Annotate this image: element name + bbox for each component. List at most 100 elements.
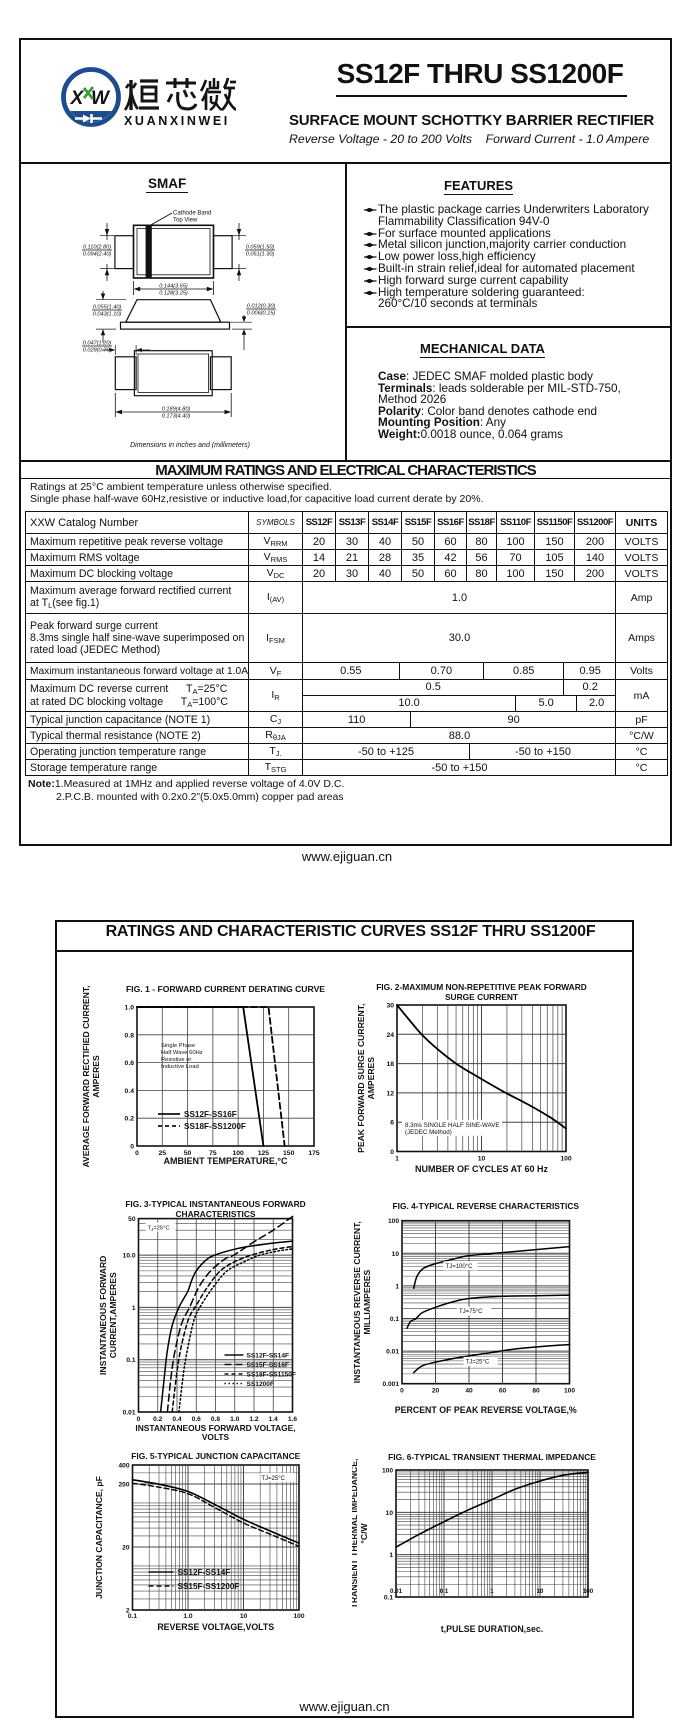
- svg-text:0.1: 0.1: [440, 1588, 449, 1595]
- svg-text:SS12F-SS14F: SS12F-SS14F: [247, 1353, 290, 1360]
- svg-text:100: 100: [293, 1613, 304, 1620]
- svg-text:CURRENT,AMPERES: CURRENT,AMPERES: [108, 1272, 118, 1358]
- svg-text:SURGE CURRENT: SURGE CURRENT: [445, 992, 519, 1002]
- svg-text:0: 0: [390, 1149, 394, 1156]
- svg-text:0.6: 0.6: [192, 1416, 201, 1423]
- svg-text:100: 100: [382, 1468, 393, 1475]
- svg-text:24: 24: [386, 1032, 394, 1039]
- svg-text:0.028(0.70): 0.028(0.70): [83, 348, 112, 354]
- svg-text:REVERSE VOLTAGE,VOLTS: REVERSE VOLTAGE,VOLTS: [157, 1622, 274, 1632]
- svg-text:SS15F-SS16F: SS15F-SS16F: [247, 1362, 290, 1369]
- svg-text:INSTANTANEOUS FORWARD: INSTANTANEOUS FORWARD: [98, 1256, 108, 1375]
- svg-text:0.001: 0.001: [382, 1381, 399, 1388]
- svg-text:100: 100: [560, 1156, 572, 1163]
- svg-text:FIG. 3-TYPICAL INSTANTANEOUS F: FIG. 3-TYPICAL INSTANTANEOUS FORWARD: [125, 1199, 305, 1209]
- svg-text:10.0: 10.0: [123, 1253, 136, 1260]
- svg-text:0.128(3.25): 0.128(3.25): [159, 291, 188, 297]
- svg-text:Resistive or: Resistive or: [161, 1057, 191, 1063]
- svg-text:1.0: 1.0: [183, 1613, 192, 1620]
- svg-text:0.110(2.80): 0.110(2.80): [83, 245, 111, 251]
- svg-text:(JEDEC Method): (JEDEC Method): [405, 1129, 452, 1136]
- svg-text:PERCENT OF PEAK REVERSE VOLTAG: PERCENT OF PEAK REVERSE VOLTAGE,%: [395, 1405, 577, 1415]
- svg-text:1.2: 1.2: [249, 1416, 258, 1423]
- svg-text:0.173(4.40): 0.173(4.40): [162, 414, 191, 420]
- svg-text:0.144(3.65): 0.144(3.65): [159, 284, 188, 290]
- svg-text:75: 75: [209, 1150, 217, 1157]
- svg-text:0: 0: [137, 1416, 141, 1423]
- svg-text:12: 12: [386, 1090, 394, 1097]
- svg-text:200: 200: [118, 1481, 129, 1488]
- svg-text:30: 30: [386, 1003, 394, 1010]
- svg-text:10: 10: [240, 1613, 248, 1620]
- svg-text:Single Phase: Single Phase: [161, 1043, 195, 1049]
- svg-text:SS18F-SS1150F: SS18F-SS1150F: [247, 1372, 296, 1379]
- svg-text:FIG. 4-TYPICAL REVERSE CHARACT: FIG. 4-TYPICAL REVERSE CHARACTERISTICS: [393, 1201, 580, 1211]
- svg-text:1.0: 1.0: [230, 1416, 239, 1423]
- svg-text:W: W: [91, 88, 111, 109]
- svg-text:0.189(4.80): 0.189(4.80): [162, 407, 191, 413]
- svg-text:0.1: 0.1: [128, 1613, 137, 1620]
- svg-text:0.8: 0.8: [211, 1416, 220, 1423]
- svg-text:FIG. 5-TYPICAL JUNCTION CAPACI: FIG. 5-TYPICAL JUNCTION CAPACITANCE: [131, 1451, 300, 1461]
- svg-text:150: 150: [283, 1150, 295, 1157]
- svg-text:0.1: 0.1: [390, 1316, 399, 1323]
- svg-text:JUNCTION CAPACITANCE, pF: JUNCTION CAPACITANCE, pF: [94, 1476, 104, 1599]
- svg-text:50: 50: [184, 1150, 192, 1157]
- svg-text:100: 100: [564, 1388, 575, 1395]
- svg-text:100: 100: [583, 1588, 594, 1595]
- svg-text:18: 18: [386, 1061, 394, 1068]
- svg-text:AVERAGE FORWARD RECTIFIED CURR: AVERAGE FORWARD RECTIFIED CURRENT,: [81, 985, 91, 1167]
- svg-text:VOLTS: VOLTS: [202, 1432, 230, 1442]
- svg-text:6: 6: [390, 1120, 394, 1127]
- svg-text:Inductive Load: Inductive Load: [161, 1064, 199, 1070]
- svg-text:25: 25: [159, 1150, 167, 1157]
- svg-text:TJ=25°C: TJ=25°C: [261, 1476, 285, 1482]
- svg-text:SS18F-SS1200F: SS18F-SS1200F: [184, 1122, 246, 1131]
- svg-text:NUMBER OF CYCLES AT 60 Hz: NUMBER OF CYCLES AT 60 Hz: [415, 1164, 549, 1174]
- svg-text:0.051(1.30): 0.051(1.30): [246, 252, 275, 258]
- svg-text:CHARACTERISTICS: CHARACTERISTICS: [175, 1209, 255, 1219]
- svg-text:1: 1: [132, 1305, 136, 1312]
- svg-text:1: 1: [395, 1156, 399, 1163]
- svg-text:10: 10: [537, 1588, 544, 1595]
- svg-text:FIG. 2-MAXIMUM NON-REPETITIVE: FIG. 2-MAXIMUM NON-REPETITIVE PEAK FORWA…: [376, 982, 587, 992]
- svg-text:TRANSIENT THERMAL IMPEDANCE,: TRANSIENT THERMAL IMPEDANCE,: [352, 1459, 359, 1609]
- svg-text:SS1200F: SS1200F: [247, 1381, 275, 1388]
- svg-text:0.6: 0.6: [125, 1060, 135, 1067]
- svg-text:0.2: 0.2: [125, 1116, 135, 1123]
- svg-text:100: 100: [232, 1150, 244, 1157]
- svg-text:INSTANTANEOUS REVERSE CURRENT,: INSTANTANEOUS REVERSE CURRENT,: [352, 1221, 362, 1383]
- svg-text:0.2: 0.2: [153, 1416, 162, 1423]
- svg-text:0: 0: [130, 1144, 134, 1151]
- svg-text:1.0: 1.0: [125, 1005, 135, 1012]
- svg-text:50: 50: [128, 1216, 136, 1223]
- svg-text:20: 20: [122, 1544, 130, 1551]
- svg-text:t,PULSE DURATION,sec.: t,PULSE DURATION,sec.: [441, 1624, 543, 1634]
- svg-text:10: 10: [386, 1510, 394, 1517]
- svg-text:Dimensions in inches and (mill: Dimensions in inches and (millimeters): [130, 442, 250, 449]
- svg-text:SS12F-SS14F: SS12F-SS14F: [178, 1568, 231, 1577]
- svg-text:PEAK FORWARD SURGE CURRENT,: PEAK FORWARD SURGE CURRENT,: [356, 1004, 366, 1153]
- svg-text:60: 60: [499, 1388, 507, 1395]
- svg-text:0.1: 0.1: [384, 1595, 393, 1602]
- svg-text:0: 0: [400, 1388, 404, 1395]
- svg-text:1.6: 1.6: [288, 1416, 297, 1423]
- svg-text:Cathode Band: Cathode Band: [173, 211, 211, 217]
- svg-text:0: 0: [135, 1150, 139, 1157]
- svg-text:0.01: 0.01: [386, 1349, 399, 1356]
- svg-text:TJ=100°C: TJ=100°C: [446, 1264, 474, 1270]
- svg-text:400: 400: [118, 1463, 129, 1470]
- svg-text:FIG. 1 - FORWARD CURRENT DERAT: FIG. 1 - FORWARD CURRENT DERATING CURVE: [126, 984, 325, 994]
- svg-text:0.047(1.20): 0.047(1.20): [83, 341, 112, 347]
- svg-text:FIG. 6-TYPICAL TRANSIENT THERM: FIG. 6-TYPICAL TRANSIENT THERMAL IMPEDAN…: [388, 1452, 596, 1462]
- svg-text:0.006(0.15): 0.006(0.15): [247, 311, 276, 317]
- svg-text:0.01: 0.01: [390, 1588, 403, 1595]
- svg-text:SS15F-SS1200F: SS15F-SS1200F: [178, 1582, 240, 1591]
- svg-text:0.094(2.40): 0.094(2.40): [83, 252, 112, 258]
- svg-text:10: 10: [478, 1156, 486, 1163]
- svg-text:AMPERES: AMPERES: [91, 1055, 101, 1098]
- svg-text:0.059(1.50): 0.059(1.50): [246, 245, 275, 251]
- svg-text:20: 20: [432, 1388, 440, 1395]
- svg-text:0.043(1.10): 0.043(1.10): [93, 312, 122, 318]
- svg-text:80: 80: [532, 1388, 540, 1395]
